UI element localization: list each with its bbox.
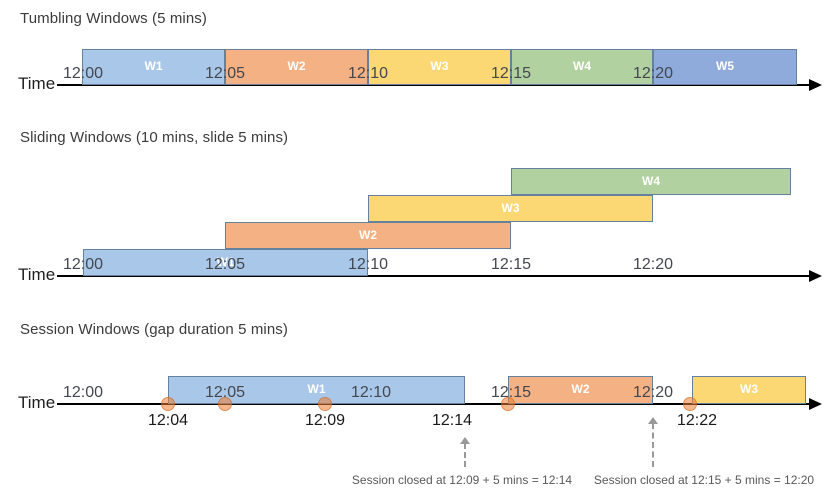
tumbling-tick-label: 12:10 — [347, 65, 389, 82]
session-tick-label: 12:00 — [62, 384, 104, 401]
session-tick-label: 12:10 — [350, 384, 392, 401]
session-event-time-label: 12:22 — [676, 412, 718, 429]
session-event-time-label: 12:09 — [304, 412, 346, 429]
tumbling-tick-label: 12:15 — [490, 65, 532, 82]
session-event-dot — [683, 397, 697, 411]
tumbling-time-axis-label: Time — [18, 74, 56, 93]
tumbling-tick-label: 12:00 — [62, 65, 104, 82]
session-dashed-arrow-head-icon — [460, 437, 470, 444]
sliding-window-label-w4: W4 — [642, 173, 660, 188]
session-event-dot — [218, 397, 232, 411]
tumbling-window-bar-w3 — [368, 49, 511, 85]
sliding-axis-arrowhead-icon — [809, 270, 822, 282]
tumbling-tick-label: 12:20 — [632, 65, 674, 82]
session-window-label-w1: W1 — [307, 382, 326, 396]
session-time-axis-label: Time — [18, 393, 56, 412]
tumbling-window-label-w2: W2 — [287, 59, 306, 73]
sliding-tick-label: 12:10 — [347, 256, 389, 273]
sliding-tick-label: 12:15 — [490, 256, 532, 273]
tumbling-window-bar-w5 — [653, 49, 797, 85]
tumbling-diagram-title: Tumbling Windows (5 mins) — [20, 10, 207, 27]
session-window-label-w3: W3 — [740, 382, 758, 396]
sliding-tick-label: 12:20 — [632, 256, 674, 273]
session-dashed-arrow-line — [652, 423, 654, 467]
sliding-window-bar-w4 — [511, 168, 791, 195]
session-axis-arrowhead-icon — [809, 398, 822, 410]
session-tick-label: 12:20 — [632, 384, 674, 401]
session-event-dot — [161, 397, 175, 411]
tumbling-axis-arrowhead-icon — [809, 79, 822, 91]
session-event-time-label: 12:04 — [147, 412, 189, 429]
session-tick-label: 12:15 — [490, 384, 532, 401]
sliding-tick-label: 12:05 — [204, 256, 246, 273]
session-window-bar-w2 — [508, 376, 653, 404]
session-event-time-label: 12:14 — [431, 412, 473, 429]
sliding-window-bar-w2 — [225, 222, 511, 249]
sliding-axis-line — [57, 275, 810, 277]
sliding-window-bar-w1 — [83, 249, 368, 276]
session-window-label-w2: W2 — [571, 382, 590, 396]
tumbling-tick-label: 12:05 — [204, 65, 246, 82]
session-tick-label: 12:05 — [204, 384, 246, 401]
session-window-bar-w3 — [692, 376, 806, 404]
session-annotation: Session closed at 12:09 + 5 mins = 12:14 — [351, 473, 573, 487]
sliding-time-axis-label: Time — [18, 265, 56, 284]
session-event-dot — [318, 397, 332, 411]
tumbling-window-label-w4: W4 — [573, 59, 591, 73]
sliding-window-label-w2: W2 — [359, 227, 377, 242]
sliding-window-bar-w3 — [368, 195, 653, 222]
session-diagram-title: Session Windows (gap duration 5 mins) — [20, 321, 288, 338]
tumbling-window-label-w5: W5 — [716, 59, 734, 73]
sliding-window-label-w1: W1 — [216, 254, 235, 269]
tumbling-window-bar-w1 — [82, 49, 225, 85]
tumbling-window-label-w3: W3 — [430, 59, 449, 73]
sliding-diagram-title: Sliding Windows (10 mins, slide 5 mins) — [20, 129, 289, 146]
session-annotation: Session closed at 12:15 + 5 mins = 12:20 — [593, 473, 815, 487]
session-window-bar-w1 — [168, 376, 465, 404]
session-axis-line — [57, 403, 810, 405]
tumbling-window-bar-w2 — [225, 49, 368, 85]
sliding-window-label-w3: W3 — [501, 200, 520, 215]
tumbling-axis-line — [57, 84, 810, 86]
tumbling-window-bar-w4 — [511, 49, 653, 85]
session-dashed-arrow-line — [464, 443, 466, 467]
session-dashed-arrow-head-icon — [648, 417, 658, 424]
session-event-dot — [501, 397, 515, 411]
tumbling-window-label-w1: W1 — [144, 59, 163, 73]
sliding-tick-label: 12:00 — [62, 256, 104, 273]
